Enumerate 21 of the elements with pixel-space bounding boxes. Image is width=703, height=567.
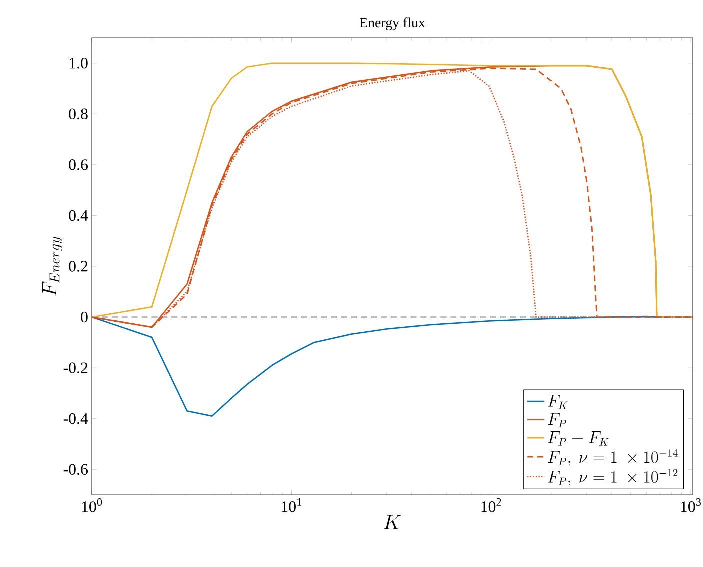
y-tick-label: 0.6 — [69, 160, 88, 170]
x-tick-label: 10$^{1}$ — [282, 498, 302, 512]
legend-label: $F_{P}$ — [548, 413, 566, 428]
chart-title: Energy flux — [360, 18, 426, 30]
y-tick-label: 0 — [81, 312, 88, 323]
x-axis-title: $K$ — [384, 515, 402, 530]
legend-label: $F_{P}-F_{K}$ — [548, 432, 609, 446]
y-tick-label: 0.4 — [69, 210, 88, 222]
y-tick-label: 1.0 — [70, 58, 88, 69]
legend-label: $F_{P},\ \nu = 1\ \times 10^{-12}$ — [548, 469, 678, 486]
y-tick-label: 0.2 — [69, 261, 88, 272]
x-tick-label: 10$^{3}$ — [681, 498, 702, 512]
legend-label: $F_{P},\ \nu = 1\ \times 10^{-14}$ — [548, 449, 678, 466]
x-tick-label: 10$^{2}$ — [482, 498, 502, 512]
legend-label: $F_{K}$ — [548, 395, 568, 410]
y-tick-label: -0.2 — [64, 362, 88, 374]
y-tick-label: -0.4 — [64, 413, 88, 424]
y-axis-title: $F_{Energy}$ — [42, 237, 63, 296]
x-tick-label: 10$^{0}$ — [82, 498, 102, 512]
y-tick-label: -0.6 — [64, 464, 88, 476]
y-tick-label: 0.8 — [69, 108, 88, 120]
